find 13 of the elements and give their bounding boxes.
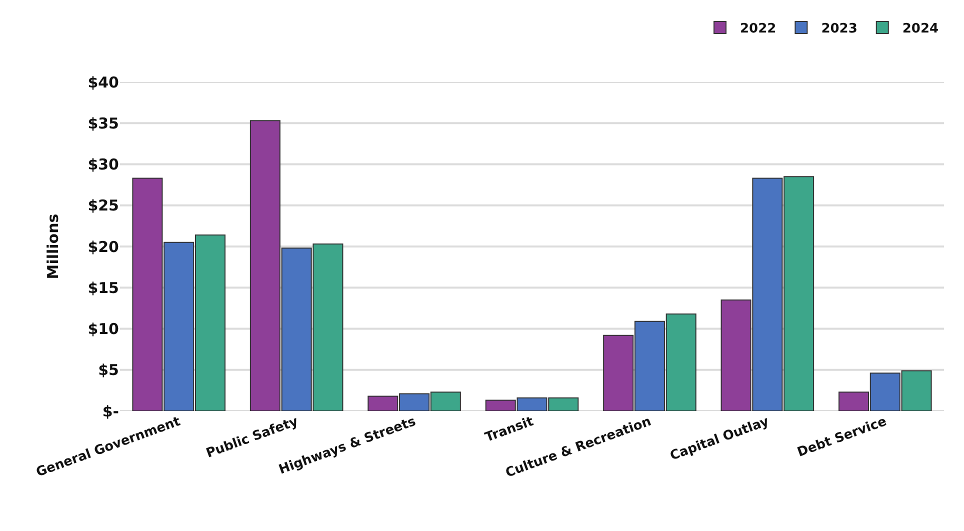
legend-label: 2023 [821, 22, 858, 37]
y-tick-label: $15 [88, 278, 119, 297]
y-tick-label: $35 [88, 114, 119, 132]
y-tick-label: $10 [88, 320, 119, 338]
y-tick-label: $30 [88, 156, 119, 174]
y-tick-label: $25 [88, 196, 119, 215]
legend-label: 2022 [740, 22, 776, 37]
y-tick-label: $40 [88, 73, 119, 92]
y-tick-label: $20 [88, 238, 119, 256]
y-axis-title: Millions [44, 214, 62, 280]
y-tick-label: $5 [98, 361, 119, 380]
legend-label: 2024 [902, 22, 939, 37]
y-tick-label: $- [102, 402, 119, 420]
